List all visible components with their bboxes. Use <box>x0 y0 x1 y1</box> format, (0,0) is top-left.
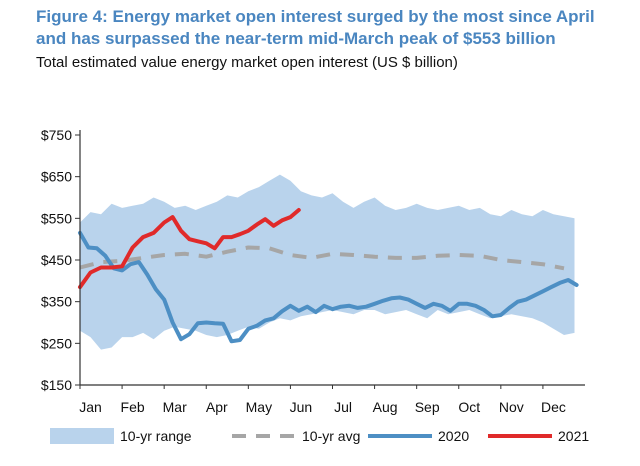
range-band <box>80 174 575 350</box>
axes: $750 $650 $550 $450 $350 $250 $150 Jan Feb Mar Apr… <box>41 127 585 415</box>
legend-label-2021: 2021 <box>558 428 589 444</box>
x-tick-label: Jun <box>290 399 313 415</box>
series-line-10-yr-avg <box>79 245 565 271</box>
x-tick-label: Apr <box>206 399 228 415</box>
x-tick-label: Aug <box>373 399 398 415</box>
legend-swatch-10-yr-range <box>50 428 114 444</box>
y-tick-label: $350 <box>41 294 72 310</box>
y-tick-label: $750 <box>41 127 72 143</box>
y-tick-label: $650 <box>41 169 72 185</box>
x-tick-label: Sep <box>415 399 440 415</box>
y-tick-label: $550 <box>41 210 72 226</box>
series-line-2020 <box>78 230 579 344</box>
x-tick-label: Dec <box>541 399 566 415</box>
chart-title: Figure 4: Energy market open interest su… <box>36 6 636 50</box>
x-tick-label: Feb <box>121 399 145 415</box>
y-tick-label: $150 <box>41 377 72 393</box>
chart-title-line-1: Figure 4: Energy market open interest su… <box>36 7 595 26</box>
legend: 10-yr range 10-yr avg 2020 2021 <box>50 428 589 444</box>
legend-label-10-yr-range: 10-yr range <box>120 428 192 444</box>
plot-area <box>78 174 579 350</box>
chart-title-line-2: and has surpassed the near-term mid-Marc… <box>36 29 556 48</box>
x-tick-label: Jan <box>79 399 102 415</box>
legend-label-2020: 2020 <box>438 428 469 444</box>
chart-subtitle: Total estimated value energy market open… <box>36 54 458 71</box>
x-tick-label: Oct <box>458 399 480 415</box>
x-tick-label: May <box>246 399 272 415</box>
x-tick-label: Jul <box>334 399 352 415</box>
series-line-2021 <box>78 208 301 290</box>
x-tick-label: Mar <box>163 399 187 415</box>
legend-label-10-yr-avg: 10-yr avg <box>302 428 360 444</box>
y-tick-label: $250 <box>41 335 72 351</box>
x-tick-label: Nov <box>499 399 524 415</box>
y-tick-label: $450 <box>41 252 72 268</box>
